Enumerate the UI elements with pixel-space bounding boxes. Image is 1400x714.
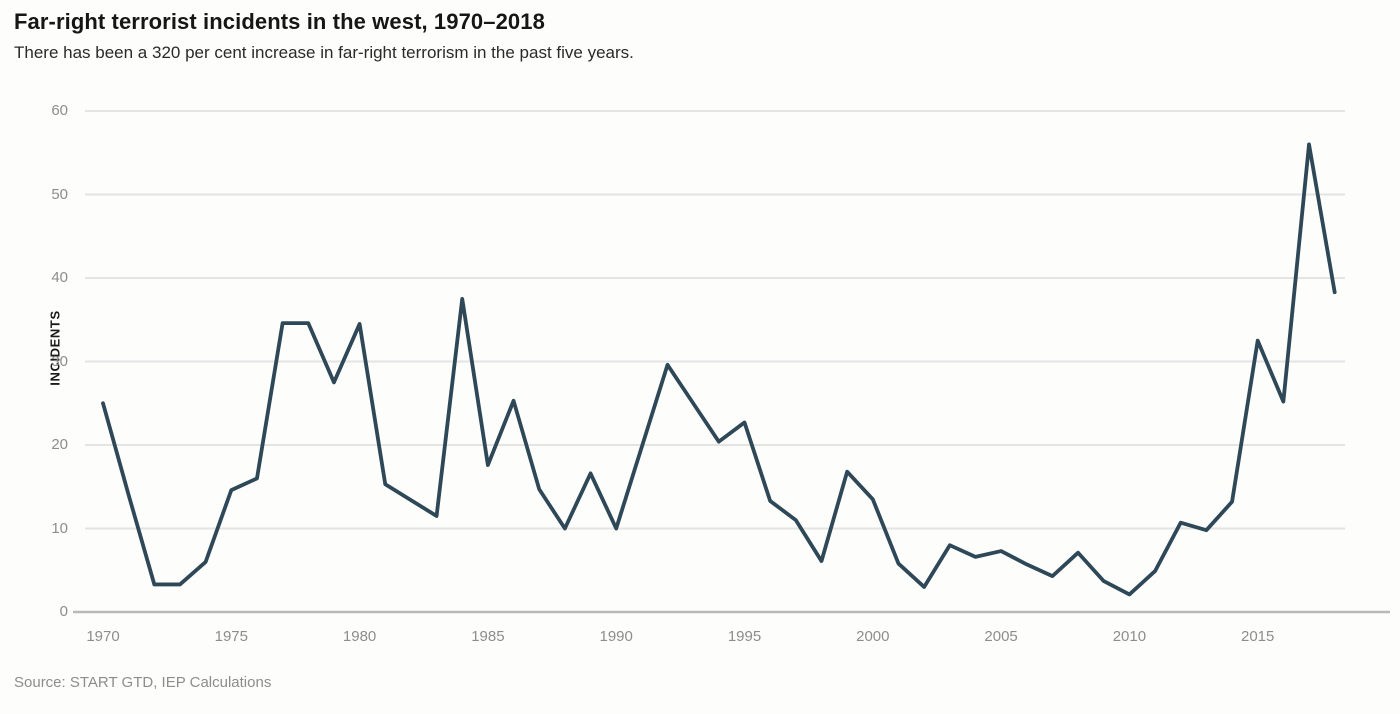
x-tick-label: 1985 <box>471 628 505 645</box>
y-tick-label: 50 <box>51 185 68 203</box>
chart-title: Far-right terrorist incidents in the wes… <box>14 9 545 34</box>
y-tick-label: 20 <box>51 436 68 453</box>
y-tick-label: 30 <box>51 352 68 370</box>
x-tick-label: 2010 <box>1112 628 1147 645</box>
x-tick-label: 2000 <box>856 628 890 645</box>
y-axis-title: INCIDENTS <box>47 310 63 386</box>
x-tick-label: 2015 <box>1241 628 1275 645</box>
x-tick-label: 1970 <box>86 628 120 645</box>
x-tick-label: 1980 <box>342 628 377 645</box>
x-tick-label: 1995 <box>727 628 762 645</box>
x-tick-label: 1975 <box>214 628 248 645</box>
y-tick-label: 10 <box>51 519 68 537</box>
y-tick-label: 40 <box>51 269 68 286</box>
x-tick-label: 2005 <box>984 628 1018 645</box>
incidents-line-series <box>101 142 1337 597</box>
source-attribution: Source: START GTD, IEP Calculations <box>14 674 272 691</box>
y-tick-label: 0 <box>59 603 68 620</box>
x-tick-label: 1990 <box>599 628 633 645</box>
chart-subtitle: There has been a 320 per cent increase i… <box>14 43 634 62</box>
y-tick-label: 60 <box>51 102 68 119</box>
